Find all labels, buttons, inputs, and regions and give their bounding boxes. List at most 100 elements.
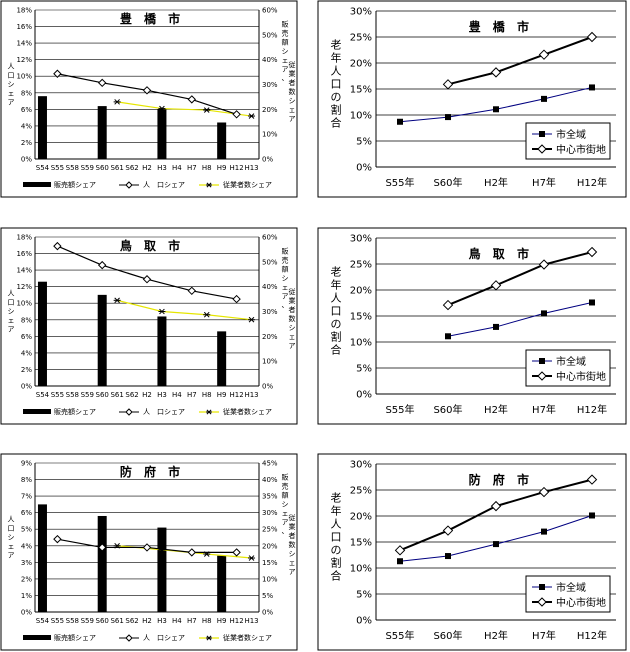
hofu-share-chart-y2label-a-char: ア <box>282 519 289 527</box>
tottori-share-chart-x-tick: H2 <box>142 391 152 399</box>
hofu-share-chart-y-tick: 4% <box>21 542 32 550</box>
tottori-share-chart-ylabel-char: 口 <box>8 299 15 307</box>
hofu-share-chart-y2-tick: 0% <box>262 609 273 617</box>
toyohashi-elderly-chart-x-tick: H2年 <box>484 176 508 189</box>
hofu-share-chart-y-tick: 0% <box>21 609 32 617</box>
hofu-share-chart-x-tick: S58 <box>66 617 79 625</box>
hofu-elderly-chart-ylabel-char: 人 <box>331 517 342 530</box>
toyohashi-share-chart-employee-point-d2 <box>248 113 255 119</box>
tottori-share-chart-y2-tick: 60% <box>262 234 278 242</box>
tottori-share-chart-ylabel-char: 人 <box>8 290 15 298</box>
toyohashi-share-chart-frame <box>0 0 298 198</box>
hofu-share-chart-bar <box>37 504 47 612</box>
hofu-share-chart-legend-label: 販売額シェア <box>54 633 96 642</box>
tottori-share-chart-employee-point <box>113 297 121 304</box>
toyohashi-share-chart-y2label-a-char: 額 <box>282 38 289 47</box>
tottori-share-chart-x-tick: S55 <box>51 391 64 399</box>
toyohashi-share-chart-ylabel-char: シ <box>8 81 15 89</box>
hofu-share-chart-y2-tick: 20% <box>262 542 278 550</box>
tottori-share-chart-population-point <box>53 241 62 251</box>
toyohashi-share-chart-y2label-b-char: シ <box>289 97 296 105</box>
hofu-share-chart-population-point <box>187 548 197 557</box>
hofu-elderly-chart-city-point <box>589 512 595 519</box>
hofu-share-chart-y2label-b: 従業者数シェア <box>289 513 296 576</box>
toyohashi-share-chart-legend-label: 人 口シェア <box>143 181 185 189</box>
tottori-share-chart-employee-point <box>248 316 256 323</box>
toyohashi-share-chart-legend: 販売額シェア 人 口シェア 従業者数シェア <box>23 180 272 189</box>
tottori-share-chart-x-tick: H13 <box>244 391 258 399</box>
toyohashi-elderly-chart-ylabel-char: 割 <box>331 102 342 116</box>
hofu-elderly-chart-ylabel-char: 口 <box>331 530 342 543</box>
tottori-share-chart-legend-label: 人 口シェア <box>143 408 185 416</box>
tottori-share-chart-y2-tick: 10% <box>262 358 278 366</box>
toyohashi-elderly-chart-city-point <box>445 114 451 121</box>
hofu-share-chart-y-tick: 2% <box>21 575 32 583</box>
hofu-share-chart-x-tick: H3 <box>157 617 167 625</box>
tottori-elderly-chart-ylabel-char: 割 <box>331 329 342 343</box>
hofu-share-chart-ylabel-char: 人 <box>8 516 15 524</box>
tottori-share-chart-bar <box>97 294 107 386</box>
toyohashi-elderly-chart: 0% 5% 10% 15% 20% 25% 30% S55年 S60年 H2年 H7年 H12年 豊 橋… <box>317 0 627 198</box>
tottori-share-chart-legend-diamond <box>125 408 133 416</box>
tottori-share-chart: 0% 2% 4% 6% 8% 10% 12% 14% 16% 18% 0% 10% 20% 30% 40% 5… <box>0 227 298 425</box>
tottori-share-chart-employee-point-d2 <box>248 316 255 323</box>
toyohashi-elderly-chart-legend-city-marker <box>539 131 545 137</box>
hofu-elderly-chart-y-tick: 0% <box>356 616 372 627</box>
toyohashi-elderly-chart-center-line <box>447 36 593 86</box>
hofu-share-chart-x-tick: S61 <box>110 617 123 625</box>
tottori-share-chart-y2-tick: 30% <box>262 308 278 316</box>
hofu-elderly-chart-center-point <box>442 525 454 536</box>
toyohashi-share-chart-population-point <box>187 95 197 104</box>
toyohashi-elderly-chart-ylabel-char: 人 <box>331 64 342 77</box>
tottori-elderly-chart-y-tick: 5% <box>356 364 372 375</box>
hofu-elderly-chart-legend-box <box>525 575 611 613</box>
tottori-share-chart-y-tick: 2% <box>21 366 32 374</box>
hofu-share-chart-ylabel-char: ェ <box>8 543 15 551</box>
tottori-elderly-chart-center-point <box>586 246 598 258</box>
hofu-share-chart-employee-point-d2 <box>203 551 210 557</box>
hofu-elderly-chart-x-tick: H7年 <box>532 629 556 642</box>
hofu-share-chart-y-tick: 1% <box>21 592 32 600</box>
hofu-share-chart-x-tick: S60 <box>96 617 109 625</box>
toyohashi-share-chart-bar <box>157 109 167 159</box>
toyohashi-elderly-chart-legend-label: 市全域 <box>556 128 586 141</box>
toyohashi-share-chart-y2label-a-char: ェ <box>282 57 289 65</box>
toyohashi-share-chart-x-tick: S62 <box>125 164 138 172</box>
tottori-elderly-chart-city-point <box>445 333 451 340</box>
toyohashi-share-chart-y2label-b-char: ェ <box>289 106 296 114</box>
hofu-elderly-chart-x-tick: H2年 <box>484 629 508 642</box>
tottori-share-chart-y2label-a-char: シ <box>282 275 289 283</box>
toyohashi-share-chart-y-tick: 6% <box>21 106 32 114</box>
toyohashi-elderly-chart-ylabel-char: 年 <box>331 50 342 64</box>
hofu-share-chart-y2-tick: 5% <box>262 592 273 600</box>
tottori-elderly-chart-ylabel-char: 口 <box>331 304 342 317</box>
hofu-share-chart-y2-tick: 35% <box>262 493 278 501</box>
hofu-share-chart-legend-diamond <box>125 634 133 642</box>
hofu-share-chart-x-tick: S59 <box>81 617 94 625</box>
hofu-share-chart-legend-asterisk <box>206 635 212 641</box>
toyohashi-elderly-chart-y-tick: 25% <box>350 33 372 44</box>
toyohashi-share-chart-y-tick: 16% <box>16 23 32 31</box>
hofu-elderly-chart-city-point <box>397 558 403 565</box>
toyohashi-share-chart-legend-diamond <box>125 181 133 189</box>
tottori-elderly-chart-x-tick: S60年 <box>433 403 462 416</box>
hofu-share-chart-population-point <box>53 534 62 544</box>
toyohashi-share-chart-x-tick: S58 <box>66 164 79 172</box>
hofu-share-chart-y2label-a-char: 額 <box>282 491 289 500</box>
toyohashi-share-chart-legend-label: 従業者数シェア <box>223 180 272 189</box>
tottori-elderly-chart-ylabel-char: 合 <box>331 342 342 356</box>
hofu-elderly-chart-y-tick: 30% <box>350 460 372 471</box>
tottori-share-chart-y-tick: 14% <box>16 267 32 275</box>
tottori-share-chart-population-point <box>232 294 241 304</box>
hofu-share-chart-legend-label: 従業者数シェア <box>223 633 272 642</box>
tottori-share-chart-x-tick: H7 <box>187 391 197 399</box>
tottori-elderly-chart-legend-label: 市全域 <box>556 355 586 368</box>
hofu-share-chart-y2label-a-char: 売 <box>282 482 289 491</box>
tottori-share-chart-bar <box>37 281 47 386</box>
toyohashi-share-chart-x-tick: H9 <box>217 164 227 172</box>
toyohashi-share-chart-y2label-b-char: 業 <box>289 69 296 78</box>
tottori-share-chart-y-tick: 16% <box>16 250 32 258</box>
toyohashi-share-chart-y-tick: 18% <box>16 7 32 15</box>
